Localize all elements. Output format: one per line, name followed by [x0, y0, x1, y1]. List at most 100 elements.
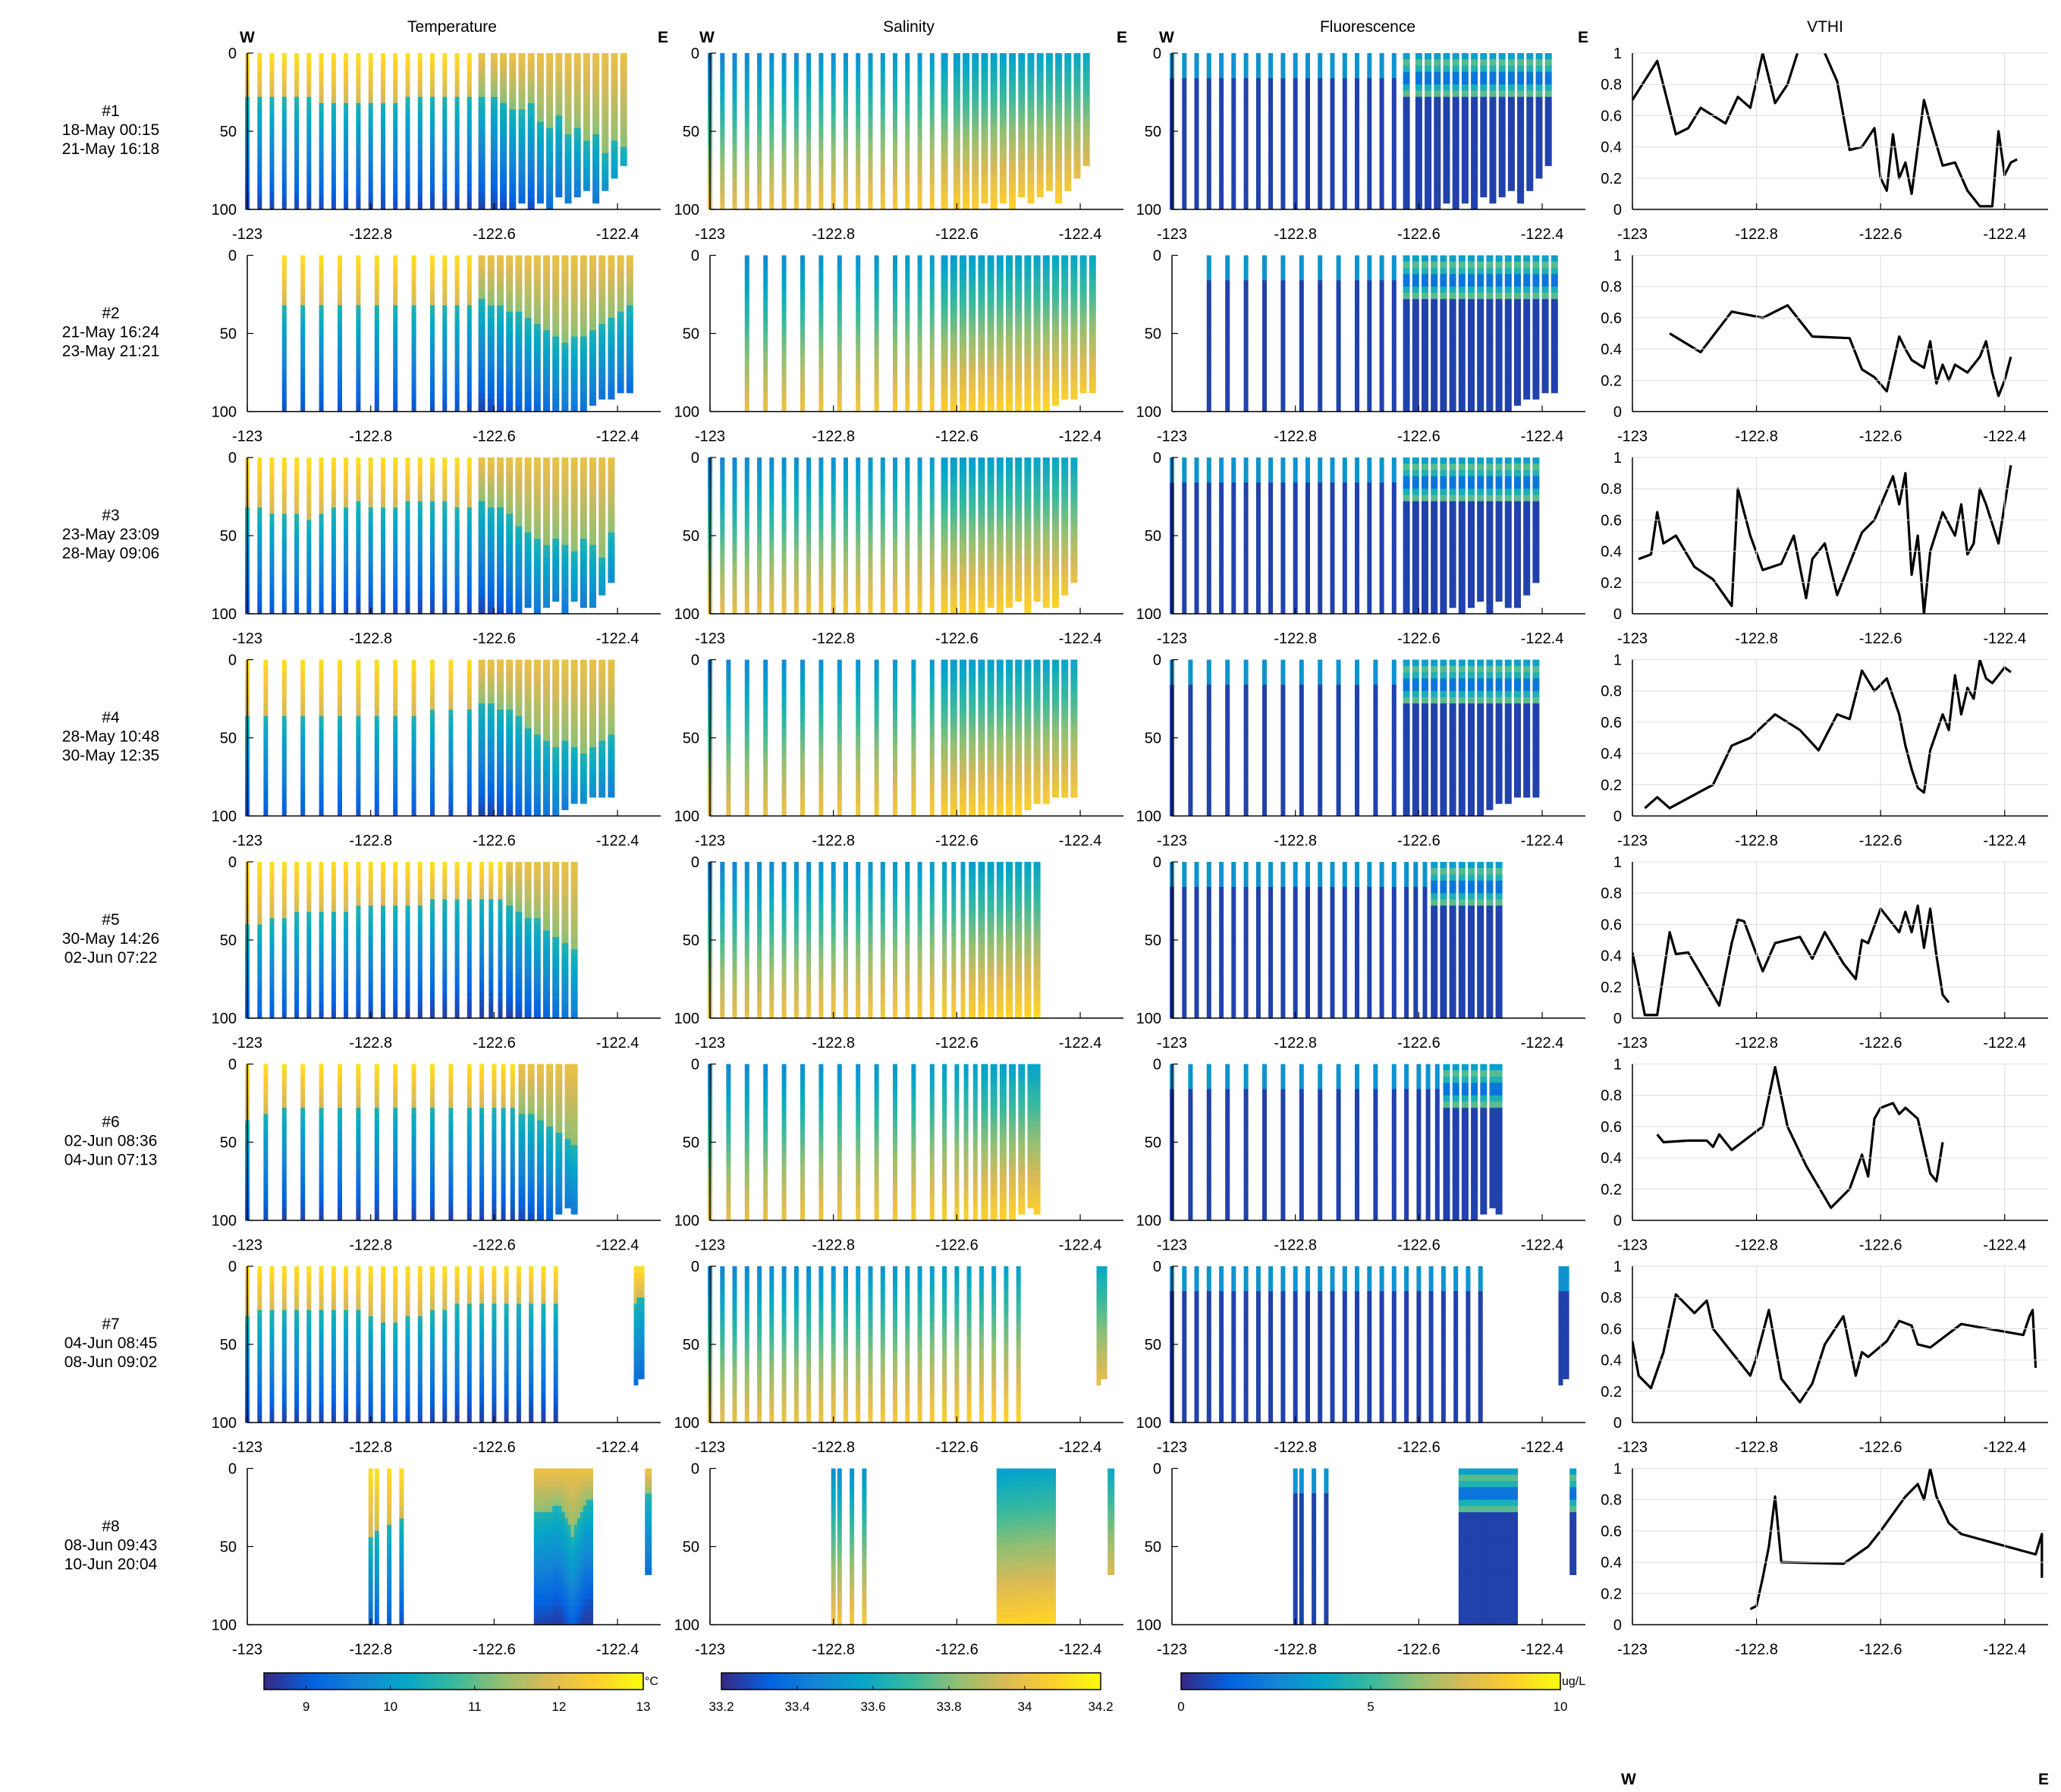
profile-cell: [1355, 78, 1359, 85]
profile-cell: [1452, 65, 1459, 73]
profile-cell: [430, 196, 435, 204]
profile-cell: [1443, 102, 1450, 110]
profile-cell: [1280, 292, 1286, 300]
profile-cell: [1434, 165, 1441, 173]
profile-cell: [1036, 152, 1044, 160]
profile-cell: [917, 317, 922, 325]
profile-cell: [1280, 178, 1286, 185]
profile-cell: [996, 361, 1004, 369]
profile: [769, 53, 774, 210]
profile-cell: [763, 268, 768, 275]
profile-cell: [781, 286, 787, 294]
profile: [1526, 53, 1534, 191]
profile-cell: [573, 115, 581, 123]
profile-cell: [269, 96, 275, 104]
profile-cell: [987, 286, 994, 294]
profile-cell: [490, 109, 498, 116]
profile-cell: [281, 159, 287, 166]
profile: [996, 255, 1004, 413]
profile-cell: [1486, 286, 1494, 294]
profile-cell: [806, 165, 812, 173]
profile-cell: [981, 109, 988, 116]
profile-cell: [1461, 78, 1469, 85]
profile-cell: [1280, 274, 1286, 281]
profile-cell: [393, 115, 398, 123]
profile-cell: [1305, 84, 1310, 91]
profile-cell: [338, 361, 342, 369]
profile-cell: [1495, 286, 1503, 294]
profile-cell: [800, 299, 805, 306]
profile-cell: [306, 190, 312, 198]
profile-cell: [1061, 305, 1069, 313]
profile-cell: [602, 96, 609, 104]
profile-cell: [583, 184, 590, 191]
profile-cell: [430, 261, 435, 269]
profile-cell: [454, 127, 460, 135]
profile-cell: [281, 299, 287, 306]
profile-cell: [430, 203, 435, 210]
profile-cell: [1318, 102, 1323, 110]
profile-cell: [732, 165, 737, 173]
profile-cell: [580, 386, 587, 394]
profile-cell: [963, 190, 970, 198]
profile-cell: [1535, 159, 1543, 166]
profile-cell: [527, 121, 535, 129]
profile-cell: [533, 392, 541, 400]
profile-cell: [1355, 159, 1359, 166]
profile-cell: [543, 317, 550, 325]
profile-cell: [1018, 190, 1026, 198]
profile-cell: [1526, 165, 1534, 173]
profile-cell: [1507, 121, 1515, 129]
profile-cell: [467, 361, 472, 369]
profile-cell: [800, 280, 805, 288]
profile-cell: [1391, 65, 1397, 73]
profile-cell: [1379, 330, 1384, 338]
profile-cell: [905, 355, 910, 363]
profile-cell: [781, 146, 787, 154]
profile-cell: [1535, 53, 1543, 60]
profile-cell: [1355, 203, 1359, 210]
profile-cell: [981, 71, 988, 79]
profile-cell: [1255, 152, 1261, 160]
profile-cell: [626, 280, 633, 288]
profile-cell: [1434, 134, 1441, 141]
profile-cell: [818, 65, 824, 73]
profile-cell: [1480, 178, 1488, 185]
profile-cell: [319, 109, 324, 116]
profile-cell: [442, 171, 448, 179]
profile-cell: [257, 134, 262, 141]
profile-cell: [1342, 96, 1347, 104]
profile-cell: [515, 355, 523, 363]
profile-cell: [592, 127, 600, 135]
profile-cell: [1206, 274, 1211, 281]
profile-cell: [1052, 274, 1059, 281]
profile-cell: [356, 109, 361, 116]
profile-cell: [442, 311, 448, 319]
profile-cell: [611, 127, 618, 135]
profile-cell: [1206, 286, 1211, 294]
profile-cell: [478, 84, 485, 91]
profile-cell: [546, 190, 554, 198]
profile-cell: [893, 140, 897, 148]
profile-cell: [573, 78, 581, 85]
profile-cell: [1336, 374, 1341, 381]
profile-cell: [1495, 292, 1503, 300]
profile-cell: [1458, 367, 1466, 375]
profile-cell: [608, 355, 615, 363]
profile-cell: [1461, 115, 1469, 123]
profile-cell: [1355, 317, 1359, 325]
profile-cell: [356, 184, 361, 191]
profile-cell: [1299, 299, 1304, 306]
profile-cell: [744, 330, 749, 338]
profile-cell: [417, 96, 423, 104]
profile-cell: [969, 399, 976, 406]
profile-cell: [368, 102, 373, 110]
profile-cell: [1293, 178, 1298, 185]
profile-cell: [1006, 367, 1013, 375]
profile-cell: [527, 71, 535, 79]
profile: [905, 53, 910, 210]
profile-cell: [356, 90, 361, 98]
profile-cell: [1006, 324, 1013, 331]
profile-cell: [592, 134, 600, 141]
profile-cell: [990, 53, 998, 60]
